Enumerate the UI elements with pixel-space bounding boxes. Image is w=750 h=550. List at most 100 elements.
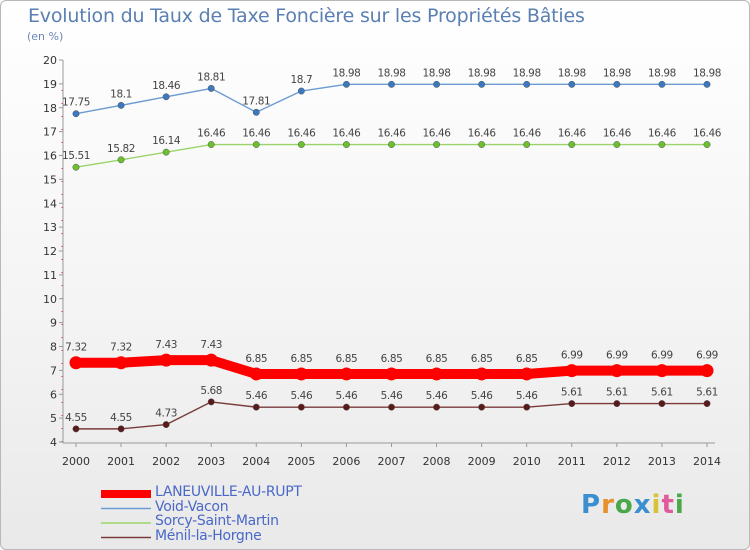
y-tick-label: 14 (43, 197, 57, 210)
data-label: 18.98 (468, 67, 496, 79)
chart-unit-label: (en %) (27, 30, 64, 43)
y-tick-label: 7 (50, 364, 57, 377)
data-point (388, 141, 395, 148)
data-point (117, 101, 125, 109)
data-point (613, 400, 621, 408)
x-tick-label: 2004 (242, 455, 270, 468)
data-point (162, 148, 170, 156)
data-label: 5.46 (471, 390, 493, 402)
data-label: 18.7 (290, 74, 312, 86)
data-point (339, 367, 353, 381)
data-point (69, 356, 83, 370)
data-point (568, 141, 576, 148)
data-label: 15.51 (62, 150, 90, 162)
y-tick-label: 10 (43, 293, 57, 306)
data-label: 18.98 (648, 67, 676, 79)
data-label: 18.98 (603, 67, 631, 79)
data-point (655, 364, 669, 378)
data-point (249, 367, 263, 381)
data-point (388, 80, 395, 88)
data-point (294, 367, 308, 381)
data-label: 16.46 (513, 128, 542, 140)
data-point (433, 403, 441, 411)
data-label: 16.46 (558, 128, 587, 140)
data-point (342, 403, 350, 411)
x-tick-label: 2013 (648, 455, 676, 468)
data-point (342, 141, 350, 148)
data-point (117, 156, 125, 164)
data-label: 5.46 (336, 390, 358, 402)
data-label: 6.85 (426, 353, 448, 365)
y-tick-label: 4 (50, 436, 57, 449)
data-label: 16.46 (242, 128, 271, 140)
data-point (385, 367, 398, 381)
data-label: 18.98 (423, 67, 451, 79)
data-label: 16.46 (332, 128, 361, 140)
data-label: 15.82 (107, 143, 135, 155)
data-point (568, 400, 576, 408)
data-label: 18.46 (152, 80, 181, 92)
y-tick-label: 5 (50, 412, 57, 425)
data-label: 7.32 (110, 342, 132, 354)
proxiti-logo: Proxiti (581, 490, 685, 520)
data-point (252, 141, 260, 148)
x-tick-label: 2014 (693, 455, 721, 468)
data-point (252, 403, 260, 411)
data-point (430, 367, 444, 381)
data-point (72, 425, 80, 433)
y-tick-label: 9 (50, 317, 57, 330)
data-label: 18.98 (377, 67, 405, 79)
x-tick-label: 2006 (332, 455, 360, 468)
data-point (703, 400, 711, 408)
data-label: 5.46 (245, 390, 267, 402)
data-point (297, 403, 305, 411)
data-label: 18.1 (110, 88, 132, 100)
data-point (478, 80, 486, 88)
data-point (162, 93, 170, 101)
data-label: 6.99 (696, 350, 718, 362)
data-point (613, 141, 621, 148)
legend-label: Ménil-la-Horgne (155, 527, 262, 544)
y-tick-label: 11 (43, 269, 57, 282)
data-point (388, 403, 395, 411)
data-point (475, 367, 489, 381)
data-point (207, 84, 215, 92)
data-point (342, 80, 350, 88)
y-tick-label: 8 (50, 341, 57, 354)
data-point (162, 421, 170, 429)
data-label: 16.46 (648, 128, 677, 140)
data-point (72, 163, 80, 171)
data-label: 5.46 (516, 390, 538, 402)
data-label: 6.85 (471, 353, 493, 365)
data-label: 5.68 (200, 385, 222, 397)
data-label: 6.85 (290, 353, 312, 365)
data-label: 6.85 (245, 353, 267, 365)
data-label: 18.98 (558, 67, 586, 79)
data-label: 5.46 (381, 390, 403, 402)
data-label: 16.46 (468, 128, 497, 140)
data-label: 18.98 (332, 67, 360, 79)
data-label: 4.55 (110, 412, 132, 424)
legend-label: LANEUVILLE-AU-RUPT (155, 484, 302, 500)
data-point (297, 87, 305, 95)
data-point (478, 141, 486, 148)
data-label: 5.46 (426, 390, 448, 402)
x-tick-label: 2002 (152, 455, 180, 468)
data-point (204, 353, 218, 367)
data-label: 6.85 (516, 353, 538, 365)
data-label: 7.43 (155, 339, 177, 351)
x-tick-label: 2000 (62, 455, 90, 468)
y-tick-label: 13 (43, 221, 57, 234)
data-point (703, 80, 711, 88)
data-point (433, 141, 441, 148)
data-label: 16.46 (603, 128, 632, 140)
data-label: 7.32 (65, 342, 87, 354)
data-label: 16.46 (693, 128, 722, 140)
data-point (117, 425, 125, 433)
data-point (478, 403, 486, 411)
x-tick-label: 2009 (468, 455, 496, 468)
x-tick-label: 2010 (513, 455, 541, 468)
data-point (297, 141, 305, 148)
